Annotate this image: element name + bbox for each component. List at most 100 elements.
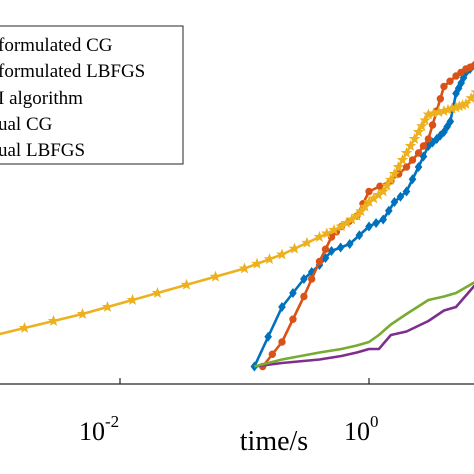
legend-label-2: I algorithm	[0, 88, 83, 109]
series-2-point-17	[328, 223, 340, 235]
series-2-point-50	[470, 90, 474, 98]
legend-box	[0, 25, 184, 165]
series-1-point-27	[446, 77, 454, 85]
series-1-point-18	[402, 163, 411, 171]
series-2-point-36	[412, 125, 425, 137]
series-0-point-19	[408, 174, 417, 185]
series-1-point-20	[414, 149, 423, 157]
series-2-point-13	[288, 242, 301, 254]
series-2-point-7	[180, 278, 193, 290]
series-1-point-26	[440, 82, 448, 91]
x-tick-label-minus2: 10-2	[79, 412, 119, 446]
axes	[0, 378, 474, 385]
series-2-point-30	[388, 167, 401, 179]
series-2-point-1	[18, 321, 31, 333]
series-2-point-3	[76, 307, 89, 319]
legend-label-3: ual CG	[0, 114, 53, 135]
series-2-point-5	[126, 293, 139, 305]
series-2-point-48	[460, 97, 472, 109]
series-0-point-26	[440, 126, 448, 138]
series-0-point-4	[300, 273, 308, 285]
series-1-point-3	[289, 315, 297, 323]
legend-label-0: formulated CG	[0, 35, 113, 56]
series-2-point-6	[151, 286, 164, 298]
series-2-point-33	[400, 146, 413, 158]
series-2-point-49	[465, 92, 474, 104]
series-0-point-14	[379, 214, 388, 225]
legend-label-1: formulated LBFGS	[0, 61, 145, 82]
series-2-point-37	[416, 120, 428, 132]
series-3-line	[254, 284, 474, 368]
series-0-point-9	[336, 242, 345, 253]
x-tick-label-0: 100	[344, 412, 379, 446]
series-2-point-2	[47, 314, 60, 326]
series-2-point-29	[384, 173, 397, 185]
series-1-point-32	[470, 61, 474, 70]
legend: formulated CG formulated LBFGS I algorit…	[0, 25, 184, 165]
series-0-point-17	[396, 191, 405, 202]
series-1-point-4	[300, 292, 308, 301]
series-2-point-10	[251, 257, 263, 269]
series-1-point-7	[321, 245, 330, 253]
series-0-point-3	[289, 287, 297, 299]
series-0-point-13	[372, 217, 380, 229]
series-2-point-31	[392, 160, 405, 172]
x-tick-base: 10	[344, 417, 370, 446]
series-2-point-11	[263, 253, 276, 265]
series-4-line	[254, 281, 474, 368]
series-0-point-7	[321, 252, 330, 264]
series-1-point-29	[457, 68, 465, 77]
series-0-point-27	[443, 121, 451, 132]
series-2-point-12	[276, 248, 288, 260]
series-layer	[0, 60, 474, 372]
series-0-point-11	[355, 230, 364, 241]
series-0-point-1	[264, 331, 272, 342]
series-2-point-8	[209, 270, 222, 282]
legend-label-4: ual LBFGS	[0, 140, 85, 161]
series-2-point-34	[404, 139, 417, 151]
series-2	[0, 90, 474, 336]
series-2-point-21	[351, 209, 363, 221]
series-0-point-16	[390, 196, 399, 208]
series-2-point-38	[419, 114, 431, 126]
series-2-point-4	[101, 300, 114, 312]
x-tick-exponent: 0	[370, 412, 379, 431]
series-0-point-8	[327, 245, 336, 257]
series-1-point-19	[408, 156, 417, 164]
series-2-point-14	[301, 236, 313, 248]
series-2-point-23	[359, 200, 371, 212]
series-1-point-6	[315, 257, 324, 266]
series-1-point-25	[436, 95, 445, 103]
x-axis-label: time/s	[240, 426, 308, 457]
series-2-point-35	[408, 132, 421, 144]
series-2-point-28	[381, 179, 393, 191]
series-0-point-18	[402, 186, 411, 197]
series-0-point-20	[414, 161, 423, 173]
series-4	[254, 281, 474, 368]
series-1-point-22	[424, 135, 433, 143]
series-1-point-14	[365, 187, 373, 196]
series-1-point-5	[307, 275, 316, 283]
series-0-point-28	[446, 116, 455, 127]
x-tick-exponent: -2	[105, 412, 119, 431]
series-2-point-27	[377, 185, 389, 197]
series-0	[250, 60, 474, 372]
series-2-point-32	[396, 153, 409, 165]
series-2-point-9	[238, 262, 251, 274]
series-0-point-10	[345, 238, 354, 250]
series-1-point-21	[419, 142, 428, 150]
series-3	[254, 284, 474, 368]
series-2-point-15	[313, 230, 326, 242]
series-1-point-23	[428, 121, 437, 129]
series-1-point-1	[268, 350, 277, 358]
series-1	[258, 61, 474, 371]
series-1-point-2	[278, 338, 286, 346]
x-tick-base: 10	[79, 417, 105, 446]
series-1-point-28	[452, 72, 460, 80]
series-0-point-2	[278, 301, 286, 313]
series-0-point-12	[365, 221, 373, 232]
series-2-point-16	[320, 227, 333, 239]
series-2-point-22	[355, 205, 367, 217]
series-0-point-15	[384, 205, 393, 216]
